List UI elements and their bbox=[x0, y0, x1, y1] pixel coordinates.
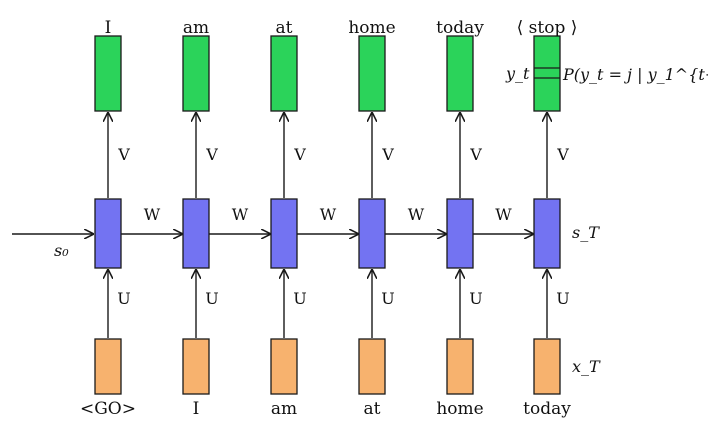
hidden-cell bbox=[270, 198, 298, 269]
output-token-label: today bbox=[436, 18, 484, 38]
output-cell bbox=[182, 35, 210, 112]
output-cell bbox=[533, 35, 561, 112]
probability-label: P(y_t = j | y_1^{t−1}) bbox=[562, 65, 708, 84]
w-weight-label: W bbox=[408, 205, 425, 224]
input-token-label: <GO> bbox=[80, 399, 136, 419]
input-token-label: am bbox=[271, 399, 297, 419]
hidden-cell bbox=[533, 198, 561, 269]
output-cell bbox=[94, 35, 122, 112]
w-weight-label: W bbox=[320, 205, 337, 224]
input-cell bbox=[358, 338, 386, 395]
hidden-cell bbox=[94, 198, 122, 269]
input-cell bbox=[446, 338, 474, 395]
state-label: s_T bbox=[572, 223, 600, 242]
v-weight-label: V bbox=[117, 145, 130, 164]
input-cell bbox=[533, 338, 561, 395]
v-weight-label: V bbox=[469, 145, 482, 164]
input-label: x_T bbox=[572, 357, 601, 376]
input-cell bbox=[182, 338, 210, 395]
output-token-label: am bbox=[183, 18, 209, 38]
input-token-label: home bbox=[436, 399, 483, 419]
u-weight-label: U bbox=[381, 289, 394, 308]
hidden-cell bbox=[182, 198, 210, 269]
v-weight-label: V bbox=[205, 145, 218, 164]
output-token-label: ⟨ stop ⟩ bbox=[517, 18, 578, 38]
u-weight-label: U bbox=[205, 289, 218, 308]
u-weight-label: U bbox=[556, 289, 569, 308]
w-weight-label: W bbox=[495, 205, 512, 224]
hidden-cell bbox=[446, 198, 474, 269]
input-token-label: I bbox=[193, 399, 200, 419]
hidden-cell bbox=[358, 198, 386, 269]
output-token-label: I bbox=[105, 18, 112, 38]
output-variable-label: y_t bbox=[505, 64, 530, 83]
u-weight-label: U bbox=[293, 289, 306, 308]
v-weight-label: V bbox=[556, 145, 569, 164]
v-weight-label: V bbox=[381, 145, 394, 164]
input-token-label: today bbox=[523, 399, 571, 419]
u-weight-label: U bbox=[469, 289, 482, 308]
u-weight-label: U bbox=[117, 289, 130, 308]
initial-state-label: s₀ bbox=[54, 241, 69, 260]
v-weight-label: V bbox=[293, 145, 306, 164]
w-weight-label: W bbox=[232, 205, 249, 224]
output-cell bbox=[270, 35, 298, 112]
input-cell bbox=[270, 338, 298, 395]
w-weight-label: W bbox=[144, 205, 161, 224]
output-token-label: at bbox=[276, 18, 293, 38]
output-token-label: home bbox=[348, 18, 395, 38]
input-token-label: at bbox=[364, 399, 381, 419]
output-cell bbox=[358, 35, 386, 112]
output-cell bbox=[446, 35, 474, 112]
input-cell bbox=[94, 338, 122, 395]
